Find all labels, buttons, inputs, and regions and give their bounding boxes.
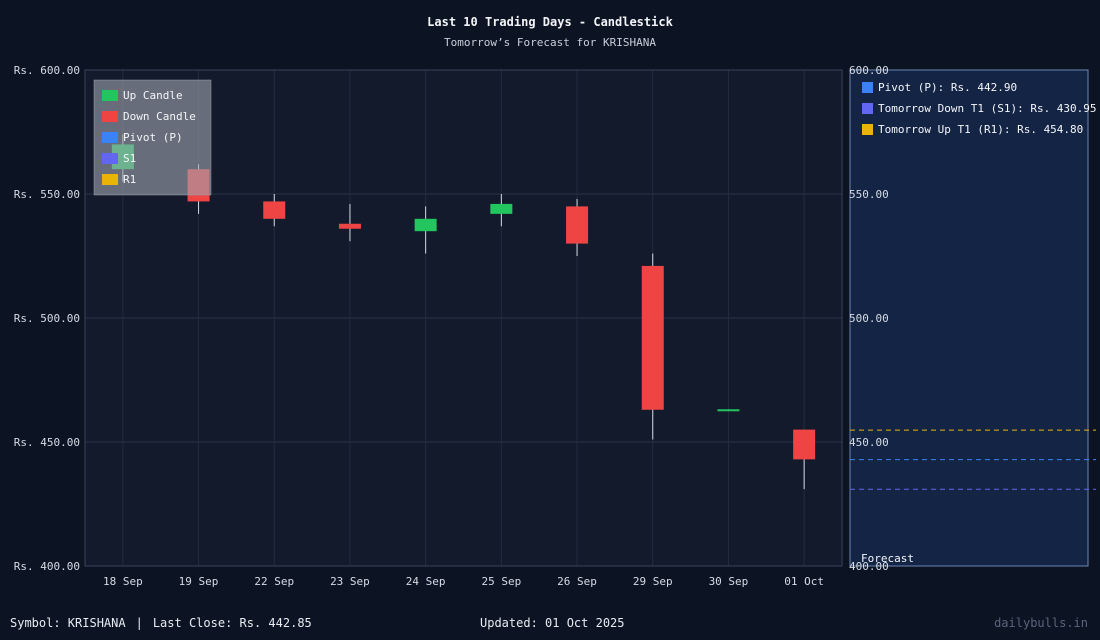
legend-label: S1 [123,152,136,165]
legend-swatch [102,174,118,185]
x-tick-label: 25 Sep [481,575,521,588]
candle-body [263,201,286,219]
x-tick-label: 29 Sep [633,575,673,588]
x-tick-label: 18 Sep [103,575,143,588]
y-tick-label: Rs. 550.00 [14,188,80,201]
forecast-legend-label: Pivot (P): Rs. 442.90 [878,81,1017,94]
x-tick-label: 01 Oct [784,575,824,588]
x-tick-label: 26 Sep [557,575,597,588]
x-tick-label: 23 Sep [330,575,370,588]
legend-swatch [102,90,118,101]
legend-label: Up Candle [123,89,183,102]
legend-swatch [102,111,118,122]
candle-body [641,265,664,410]
forecast-legend-label: Tomorrow Down T1 (S1): Rs. 430.95 [878,102,1097,115]
watermark: dailybulls.in [994,616,1088,630]
forecast-y-tick-label: 450.00 [849,436,889,449]
y-tick-label: Rs. 400.00 [14,560,80,573]
legend-swatch [102,132,118,143]
x-tick-label: 30 Sep [709,575,749,588]
forecast-y-tick-label: 400.00 [849,560,889,573]
candle-body [414,218,437,232]
forecast-y-tick-label: 550.00 [849,188,889,201]
legend-swatch [102,153,118,164]
forecast-panel [849,69,1089,567]
legend-label: Pivot (P) [123,131,183,144]
y-tick-label: Rs. 600.00 [14,64,80,77]
candlestick-chart: Rs. 400.00 Rs. 450.00 Rs. 500.00 Rs. 550.00… [14,64,1097,588]
forecast-legend-swatch [862,82,873,93]
footer-separator: | [135,616,143,630]
forecast-label: Forecast [861,552,914,565]
candle-body [490,203,513,214]
symbol-label: Symbol: KRISHANA [10,616,126,630]
chart-subtitle: Tomorrow’s Forecast for KRISHANA [444,36,656,49]
candle-body [793,429,816,460]
forecast-y-tick-label: 500.00 [849,312,889,325]
chart-title: Last 10 Trading Days - Candlestick [427,15,673,29]
legend-label: R1 [123,173,136,186]
plot-border [84,69,843,567]
footer-info: Symbol: KRISHANA | Last Close: Rs. 442.85 [10,616,312,630]
updated-label: Updated: 01 Oct 2025 [480,616,625,630]
y-tick-label: Rs. 450.00 [14,436,80,449]
forecast-legend-swatch [862,124,873,135]
forecast-y-tick-label: 600.00 [849,64,889,77]
x-tick-label: 22 Sep [254,575,294,588]
forecast-legend-label: Tomorrow Up T1 (R1): Rs. 454.80 [878,123,1083,136]
candle-body [566,206,589,244]
candle-body [338,223,361,229]
x-tick-label: 19 Sep [179,575,219,588]
forecast-legend-swatch [862,103,873,114]
last-close-label: Last Close: Rs. 442.85 [152,616,312,630]
legend-label: Down Candle [123,110,196,123]
y-tick-label: Rs. 500.00 [14,312,80,325]
candle-body [717,409,740,412]
x-tick-label: 24 Sep [406,575,446,588]
